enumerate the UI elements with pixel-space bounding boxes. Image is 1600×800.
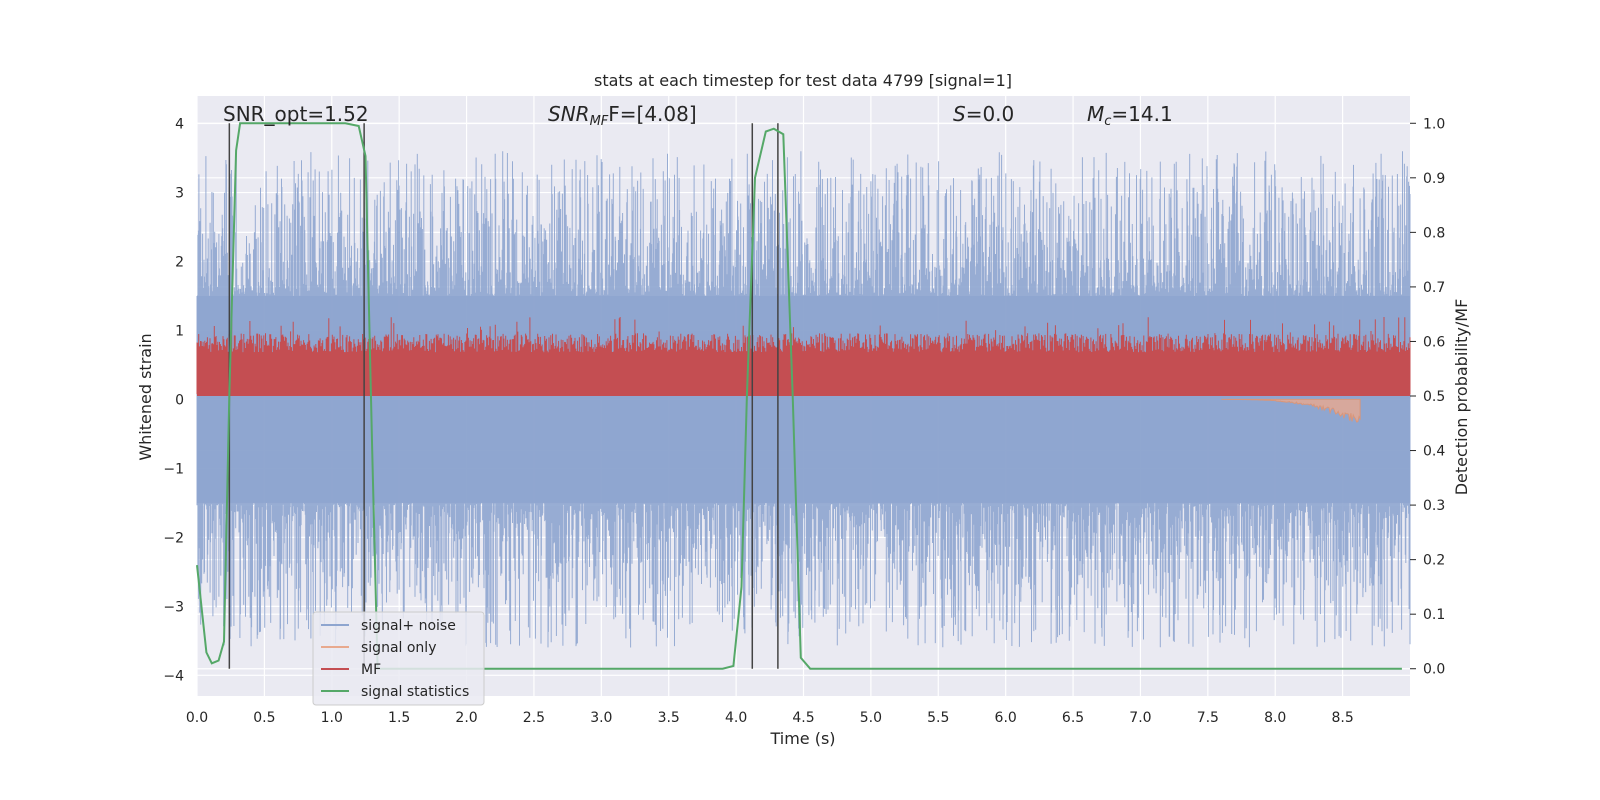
- legend-label-signal-statistics: signal statistics: [361, 684, 469, 700]
- mf-series: [196, 317, 1411, 396]
- annotation-snr-opt: SNR_opt=1.52: [223, 102, 369, 126]
- x-tick-label-16: 8.0: [1264, 710, 1286, 726]
- annotation-mc-main: M: [1087, 102, 1104, 126]
- annotation-snr-mf: SNRMFF=[4.08]: [548, 102, 697, 129]
- x-tick-label-14: 7.0: [1129, 710, 1151, 726]
- y-right-tick-label-5: 0.5: [1423, 389, 1445, 405]
- y-left-axis-ticks: 4 3 2 1 0 −1 −2 −3 −4: [163, 117, 184, 685]
- annotation-s-var: S: [953, 102, 966, 126]
- annotation-snr-mf-main: SNR: [548, 102, 590, 126]
- signal-only-series: [1221, 398, 1361, 423]
- x-tick-label-2: 1.0: [321, 710, 343, 726]
- x-tick-label-4: 2.0: [455, 710, 477, 726]
- annotation-mc-sub: c: [1104, 114, 1111, 129]
- y-right-tick-label-1: 0.9: [1423, 171, 1445, 187]
- x-tick-label-13: 6.5: [1062, 710, 1084, 726]
- y-left-tick-label-5: −1: [163, 461, 184, 477]
- x-tick-label-1: 0.5: [253, 710, 275, 726]
- signal-statistics-series: [196, 122, 1402, 670]
- x-tick-label-9: 4.5: [792, 710, 814, 726]
- y-right-tick-label-4: 0.6: [1423, 334, 1445, 350]
- legend-label-signal-only: signal only: [361, 640, 436, 656]
- x-tick-label-17: 8.5: [1331, 710, 1353, 726]
- y-right-axis-label: Detection probability/MF: [1452, 299, 1471, 496]
- x-tick-label-10: 5.0: [860, 710, 882, 726]
- x-tick-label-0: 0.0: [186, 710, 208, 726]
- chart-title: stats at each timestep for test data 479…: [594, 71, 1012, 90]
- x-axis-label: Time (s): [769, 729, 835, 748]
- signal-statistics-line: [196, 122, 1402, 670]
- legend-label-signal-noise: signal+ noise: [361, 618, 456, 634]
- y-right-tick-label-6: 0.4: [1423, 444, 1445, 460]
- y-left-tick-label-8: −4: [163, 668, 184, 684]
- y-left-tick-label-4: 0: [175, 392, 184, 408]
- x-tick-label-8: 4.0: [725, 710, 747, 726]
- x-tick-label-5: 2.5: [523, 710, 545, 726]
- annotation-mc-value: =14.1: [1111, 102, 1172, 126]
- annotation-s-value: =0.0: [966, 102, 1015, 126]
- x-axis-ticks: 0.0 0.5 1.0 1.5 2.0 2.5 3.0 3.5 4.0 4.5 5.0 5.5 6.0 6…: [186, 710, 1354, 726]
- annotation-snr-mf-rest: F=[4.08]: [608, 102, 696, 126]
- y-left-tick-label-3: 1: [175, 323, 184, 339]
- y-right-tick-label-0: 1.0: [1423, 116, 1445, 132]
- x-tick-label-12: 6.0: [995, 710, 1017, 726]
- y-right-tick-label-2: 0.8: [1423, 225, 1445, 241]
- x-tick-label-3: 1.5: [388, 710, 410, 726]
- y-left-tick-label-6: −2: [163, 530, 184, 546]
- y-right-tick-label-9: 0.1: [1423, 607, 1445, 623]
- y-right-axis-ticks: 1.0 0.9 0.8 0.7 0.6 0.5 0.4 0.3 0.2 0.1 0.0: [1410, 116, 1445, 678]
- x-tick-label-7: 3.5: [658, 710, 680, 726]
- signal-noise-series: [196, 151, 1411, 648]
- y-right-tick-label-10: 0.0: [1423, 662, 1445, 678]
- annotation-mc: Mc=14.1: [1087, 102, 1173, 129]
- y-left-tick-label-7: −3: [163, 599, 184, 615]
- mf-line: [196, 317, 1411, 396]
- annotation-snr-mf-sub: MF: [590, 114, 609, 129]
- x-tick-label-15: 7.5: [1197, 710, 1219, 726]
- y-right-tick-label-7: 0.3: [1423, 498, 1445, 514]
- detection-boundary-lines: [228, 123, 779, 669]
- legend-box: [312, 611, 485, 706]
- legend-label-mf: MF: [361, 662, 381, 678]
- y-left-tick-label-0: 4: [175, 117, 184, 133]
- x-tick-label-11: 5.5: [927, 710, 949, 726]
- y-left-tick-label-1: 3: [175, 186, 184, 202]
- x-tick-label-6: 3.0: [590, 710, 612, 726]
- y-left-tick-label-2: 2: [175, 255, 184, 271]
- y-left-axis-label: Whitened strain: [136, 333, 155, 460]
- signal-only-line: [1221, 398, 1361, 423]
- y-right-tick-label-8: 0.2: [1423, 553, 1445, 569]
- legend: signal+ noise signal only MF signal stat…: [312, 611, 485, 706]
- annotation-s: S=0.0: [953, 102, 1014, 126]
- y-right-tick-label-3: 0.7: [1423, 280, 1445, 296]
